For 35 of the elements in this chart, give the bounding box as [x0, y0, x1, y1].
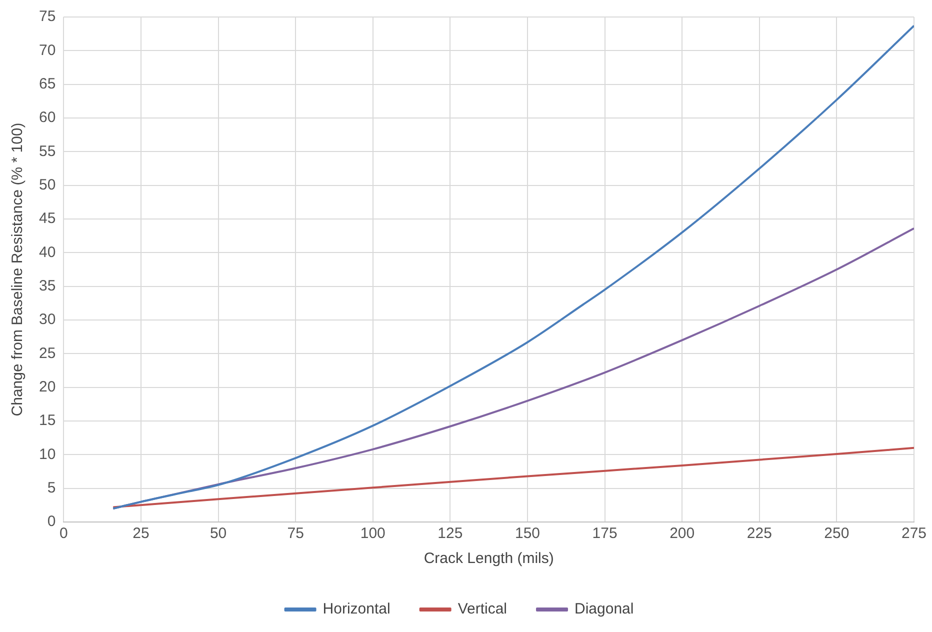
x-axis-title: Crack Length (mils): [424, 550, 554, 568]
legend-label: Vertical: [458, 600, 508, 618]
y-tick-label: 30: [38, 311, 56, 328]
x-tick-label: 25: [132, 525, 150, 542]
y-tick-label: 20: [38, 378, 56, 396]
x-tick-label: 50: [210, 525, 227, 542]
x-tick-label: 225: [746, 525, 772, 542]
line-series: [112, 24, 914, 510]
x-tick-label: 250: [824, 525, 850, 542]
x-tick-label: 175: [592, 525, 618, 542]
y-tick-label: 75: [38, 8, 56, 26]
y-tick-label: 60: [38, 109, 56, 126]
y-tick-label: 55: [38, 142, 56, 160]
x-tick-label: 100: [360, 525, 386, 542]
y-tick-label: 0: [47, 513, 56, 530]
y-tick-label: 35: [38, 277, 56, 294]
y-axis-title: Change from Baseline Resistance (% * 100): [9, 122, 26, 416]
y-tick-label: 65: [38, 75, 56, 92]
x-tick-label: 275: [901, 525, 927, 542]
x-tick-label: 200: [670, 525, 695, 542]
y-tick-label: 5: [47, 479, 56, 496]
y-tick-label: 15: [38, 412, 56, 430]
x-tick-label: 75: [287, 525, 304, 542]
x-tick-label: 0: [60, 525, 68, 542]
y-tick-label: 25: [38, 344, 56, 362]
y-tick-label: 50: [38, 176, 56, 194]
y-tick-label: 70: [38, 42, 56, 59]
x-tick-label: 125: [438, 525, 463, 542]
y-tick-label: 10: [38, 446, 56, 463]
y-tick-label: 40: [38, 244, 56, 261]
legend-label: Diagonal: [574, 600, 634, 618]
line-series: [112, 446, 914, 508]
x-tick-label: 150: [514, 525, 540, 542]
legend-label: Horizontal: [322, 600, 390, 618]
y-tick-label: 45: [38, 210, 56, 228]
